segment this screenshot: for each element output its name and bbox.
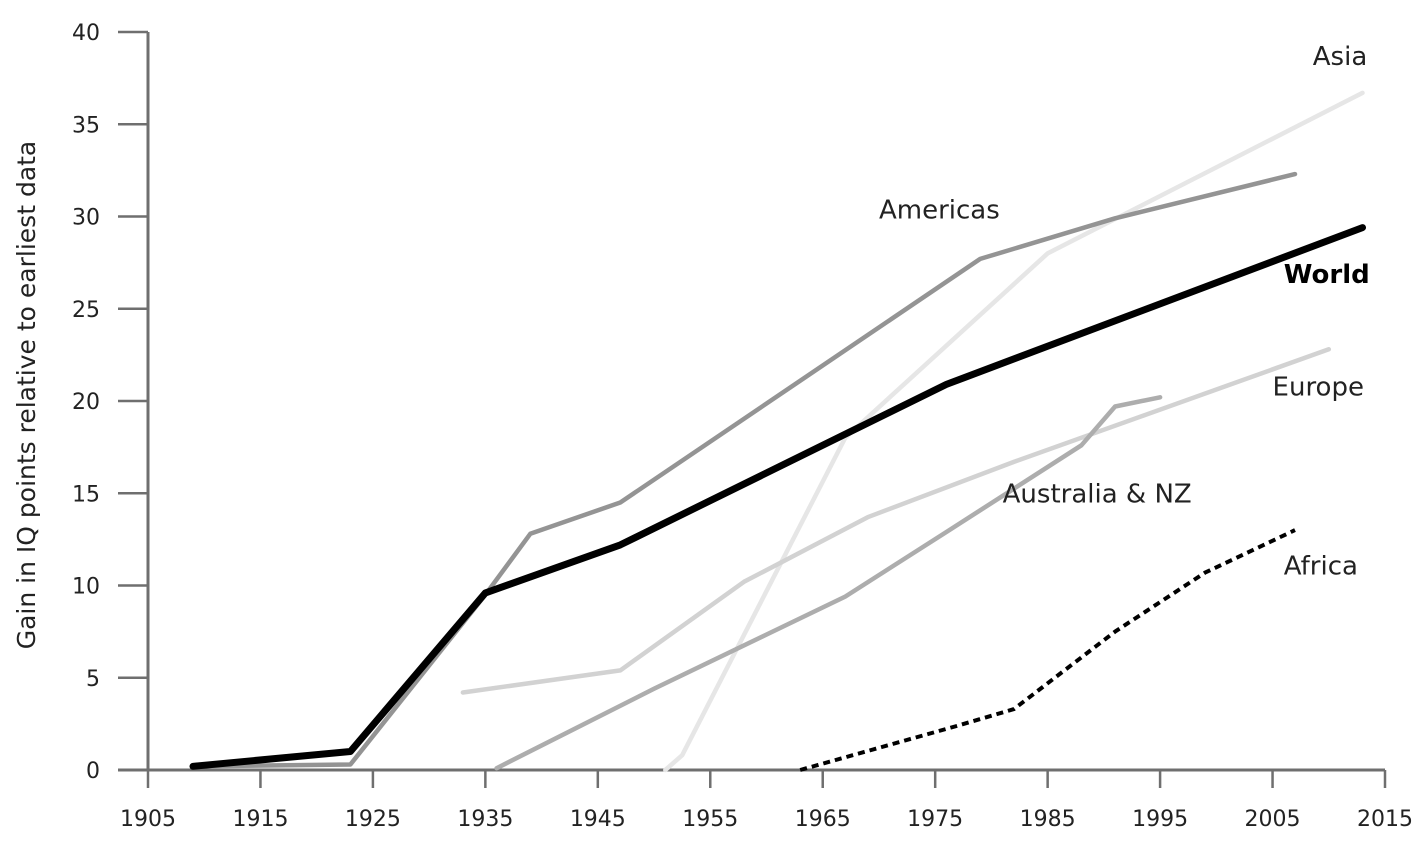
series-label-africa: Africa [1284, 551, 1358, 581]
y-tick-label: 25 [72, 298, 100, 323]
x-tick-label: 2015 [1357, 807, 1413, 832]
x-tick-label: 1915 [232, 807, 288, 832]
x-tick-label: 1955 [682, 807, 738, 832]
y-tick-label: 15 [72, 482, 100, 507]
series-labels: Asia Americas World Europe Australia & NZ Afr… [879, 42, 1370, 581]
y-tick-label: 30 [72, 206, 100, 231]
series-layer [189, 90, 1366, 773]
series-label-europe: Europe [1273, 372, 1364, 402]
x-tick-label: 1935 [457, 807, 513, 832]
x-axis: 1905 1915 1925 1935 1945 1955 1965 1975 1985 1995… [118, 768, 1413, 832]
y-axis-title: Gain in IQ points relative to earliest d… [12, 141, 41, 650]
x-tick-label: 1995 [1132, 807, 1188, 832]
series-label-world: World [1284, 260, 1370, 290]
x-tick-label: 1945 [570, 807, 626, 832]
x-tick-label: 1905 [120, 807, 176, 832]
series-line-africa [799, 528, 1296, 772]
y-tick-label: 40 [72, 21, 100, 46]
x-tick-label: 1965 [795, 807, 851, 832]
series-label-asia: Asia [1313, 42, 1368, 72]
x-tick-label: 1925 [345, 807, 401, 832]
y-axis: 0 5 10 15 20 25 30 35 40 [72, 21, 150, 784]
y-tick-label: 20 [72, 390, 100, 415]
y-tick-label: 35 [72, 113, 100, 138]
x-tick-label: 1985 [1020, 807, 1076, 832]
series-line-australia-and-nz [494, 395, 1163, 771]
x-tick-label: 1975 [907, 807, 963, 832]
x-tick-label: 2005 [1245, 807, 1301, 832]
y-tick-label: 10 [72, 575, 100, 600]
y-tick-label: 0 [86, 759, 100, 784]
series-line-world [189, 224, 1366, 770]
series-label-australia-and-nz: Australia & NZ [1003, 479, 1192, 509]
y-tick-label: 5 [86, 667, 100, 692]
series-label-americas: Americas [879, 195, 1000, 225]
series-line-americas [190, 171, 1298, 769]
series-line-asia [663, 90, 1365, 773]
series-line-europe [460, 347, 1332, 695]
